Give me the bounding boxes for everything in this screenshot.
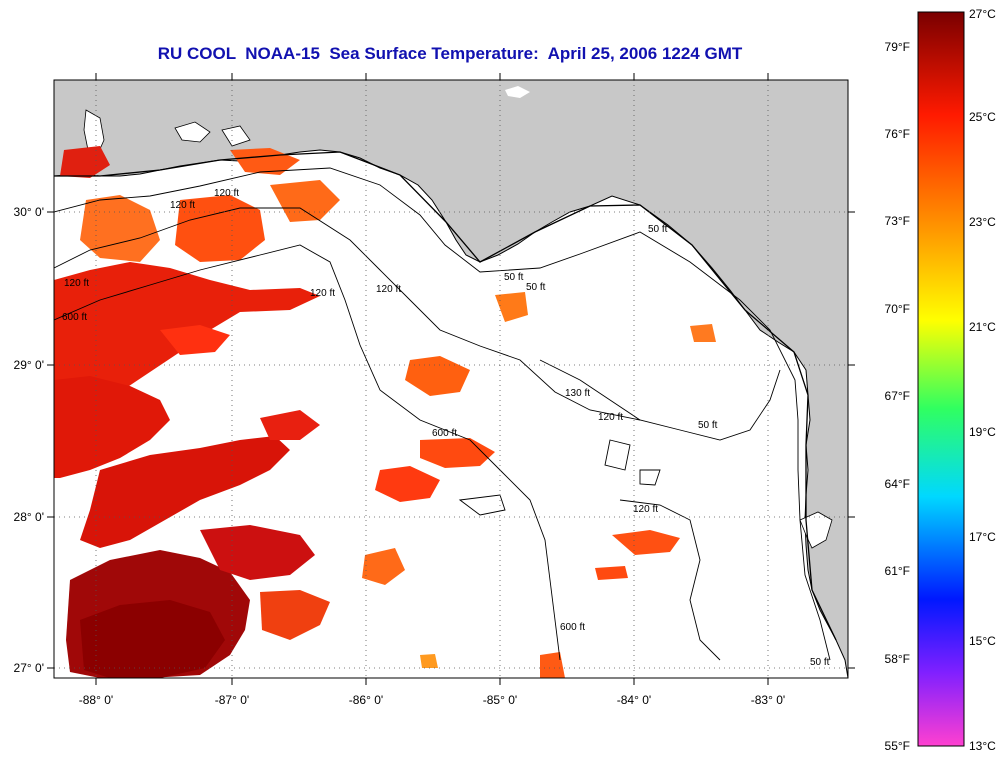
lat-tick-label: 28° 0' bbox=[14, 510, 44, 524]
fahrenheit-label: 73°F bbox=[885, 214, 910, 228]
lat-tick-label: 27° 0' bbox=[14, 661, 44, 675]
fahrenheit-label: 64°F bbox=[885, 477, 910, 491]
celsius-label: 25°C bbox=[969, 110, 996, 124]
celsius-label: 13°C bbox=[969, 739, 996, 753]
celsius-label: 19°C bbox=[969, 425, 996, 439]
celsius-label: 27°C bbox=[969, 7, 996, 21]
fahrenheit-label: 67°F bbox=[885, 389, 910, 403]
fahrenheit-label: 55°F bbox=[885, 739, 910, 753]
contour-label: 600 ft bbox=[62, 312, 87, 323]
lon-tick-label: -84° 0' bbox=[617, 693, 651, 707]
celsius-label: 15°C bbox=[969, 634, 996, 648]
fahrenheit-label: 76°F bbox=[885, 127, 910, 141]
contour-label: 120 ft bbox=[170, 200, 195, 211]
latitude-labels: 30° 0' 29° 0' 28° 0' 27° 0' bbox=[14, 205, 44, 675]
fahrenheit-label: 61°F bbox=[885, 564, 910, 578]
contour-label: 50 ft bbox=[810, 657, 830, 668]
bathymetry-contours bbox=[54, 167, 831, 661]
lon-tick-label: -83° 0' bbox=[751, 693, 785, 707]
contour-label: 120 ft bbox=[310, 288, 335, 299]
choctawhatchee-bay bbox=[221, 125, 251, 147]
lon-tick-label: -85° 0' bbox=[483, 693, 517, 707]
colorbar bbox=[917, 11, 965, 747]
contour-label: 130 ft bbox=[565, 388, 590, 399]
lat-tick-label: 30° 0' bbox=[14, 205, 44, 219]
map-title: RU COOL NOAA-15 Sea Surface Temperature:… bbox=[157, 44, 743, 63]
contour-label: 600 ft bbox=[432, 428, 457, 439]
contour-label: 50 ft bbox=[526, 282, 546, 293]
contour-label: 600 ft bbox=[560, 622, 585, 633]
fahrenheit-label: 70°F bbox=[885, 302, 910, 316]
colorbar-celsius-labels: 27°C 25°C 23°C 21°C 19°C 17°C 15°C 13°C bbox=[969, 7, 996, 753]
contour-labels: 50 ft 120 ft 120 ft 120 ft 600 ft 120 ft… bbox=[62, 188, 830, 668]
celsius-label: 21°C bbox=[969, 320, 996, 334]
colorbar-fahrenheit-labels: 79°F 76°F 73°F 70°F 67°F 64°F 61°F 58°F … bbox=[885, 40, 910, 753]
contour-label: 120 ft bbox=[633, 504, 658, 515]
pensacola-bay bbox=[174, 121, 211, 143]
lat-tick-label: 29° 0' bbox=[14, 358, 44, 372]
axis-ticks bbox=[47, 73, 855, 685]
contour-label: 50 ft bbox=[698, 420, 718, 431]
celsius-label: 23°C bbox=[969, 215, 996, 229]
lon-tick-label: -87° 0' bbox=[215, 693, 249, 707]
contour-label: 50 ft bbox=[648, 224, 668, 235]
celsius-label: 17°C bbox=[969, 530, 996, 544]
coastline bbox=[54, 151, 837, 641]
fahrenheit-label: 58°F bbox=[885, 652, 910, 666]
contour-label: 50 ft bbox=[504, 272, 524, 283]
lon-tick-label: -88° 0' bbox=[79, 693, 113, 707]
lon-tick-label: -86° 0' bbox=[349, 693, 383, 707]
contour-label: 120 ft bbox=[376, 284, 401, 295]
contour-label: 120 ft bbox=[598, 412, 623, 423]
contour-label: 120 ft bbox=[64, 278, 89, 289]
longitude-labels: -88° 0' -87° 0' -86° 0' -85° 0' -84° 0' … bbox=[79, 693, 785, 707]
map-frame bbox=[53, 79, 849, 679]
fahrenheit-label: 79°F bbox=[885, 40, 910, 54]
contour-label: 120 ft bbox=[214, 188, 239, 199]
inland-lake bbox=[505, 86, 530, 98]
